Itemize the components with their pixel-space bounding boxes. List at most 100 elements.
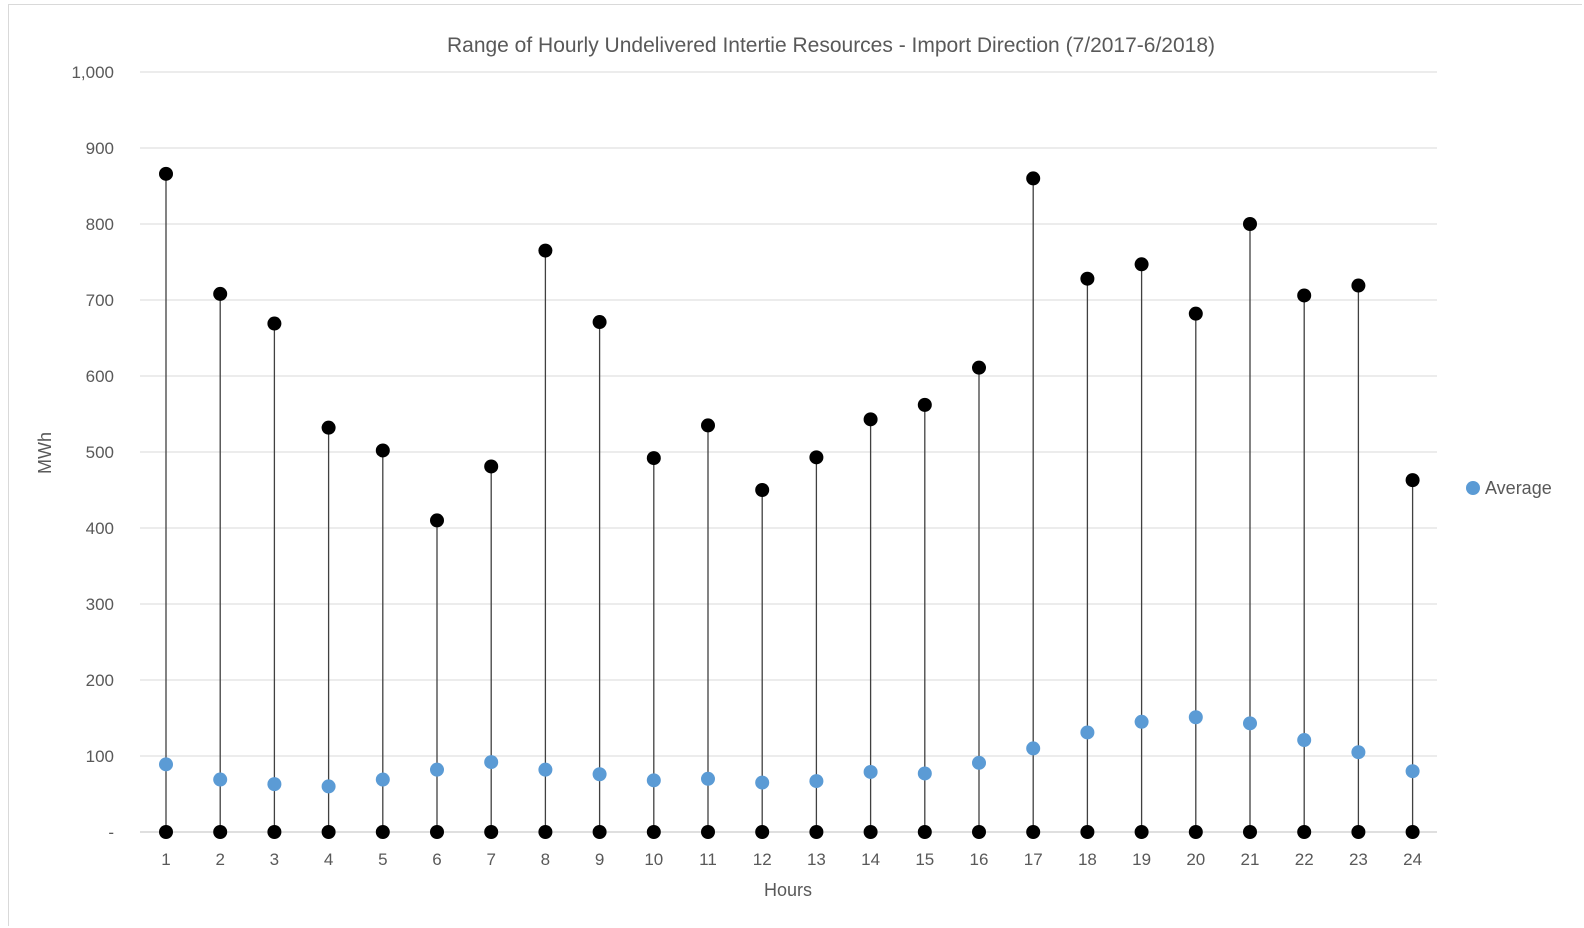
y-tick-label: 700 bbox=[86, 291, 114, 310]
max-point bbox=[267, 316, 282, 331]
min-point bbox=[213, 825, 228, 839]
min-point bbox=[917, 825, 932, 839]
max-point bbox=[917, 397, 932, 412]
min-point bbox=[701, 825, 715, 839]
average-point bbox=[1243, 716, 1257, 731]
y-tick-label: 100 bbox=[86, 747, 114, 766]
legend-marker-average bbox=[1466, 481, 1480, 495]
max-point bbox=[1134, 257, 1149, 272]
min-point bbox=[321, 825, 336, 839]
x-tick-label: 7 bbox=[486, 850, 495, 869]
min-point bbox=[430, 825, 444, 839]
x-tick-label: 18 bbox=[1078, 850, 1097, 869]
min-point bbox=[1243, 825, 1257, 839]
average-point bbox=[1351, 745, 1366, 760]
chart-area bbox=[8, 4, 1582, 926]
average-point bbox=[917, 766, 932, 781]
range-lines bbox=[165, 173, 1414, 832]
min-point bbox=[592, 825, 607, 839]
x-tick-label: 6 bbox=[432, 850, 441, 869]
y-tick-label: - bbox=[108, 823, 114, 842]
min-point bbox=[755, 825, 770, 839]
average-point bbox=[267, 777, 282, 792]
y-tick-label: 500 bbox=[86, 443, 114, 462]
min-point bbox=[863, 825, 878, 839]
min-point bbox=[1297, 825, 1312, 839]
min-point bbox=[1026, 825, 1041, 839]
min-point bbox=[1405, 825, 1420, 839]
y-tick-label: 900 bbox=[86, 139, 114, 158]
average-point bbox=[646, 773, 661, 788]
max-point bbox=[1026, 171, 1041, 186]
y-axis-ticks: - 100 200 300 400 500 600 700 800 900 1,000 bbox=[71, 63, 114, 842]
x-tick-label: 12 bbox=[753, 850, 772, 869]
max-point bbox=[1405, 473, 1420, 488]
min-point bbox=[1134, 825, 1149, 839]
max-point bbox=[484, 459, 499, 474]
x-tick-label: 2 bbox=[215, 850, 224, 869]
average-point bbox=[1297, 733, 1312, 748]
y-tick-label: 1,000 bbox=[71, 63, 114, 82]
x-tick-label: 1 bbox=[161, 850, 170, 869]
min-point bbox=[809, 825, 824, 839]
average-point bbox=[1188, 710, 1203, 725]
x-tick-label: 11 bbox=[699, 850, 717, 869]
min-point bbox=[646, 825, 661, 839]
x-axis-ticks: 1 2 3 4 5 6 7 8 9 10 11 12 13 14 15 16 17 18 19 20 21 22 23 24 bbox=[161, 832, 1422, 869]
x-axis-title: Hours bbox=[764, 880, 812, 900]
x-tick-label: 23 bbox=[1349, 850, 1368, 869]
x-tick-label: 15 bbox=[915, 850, 934, 869]
average-point bbox=[1134, 714, 1149, 729]
x-tick-label: 3 bbox=[270, 850, 279, 869]
average-point bbox=[1405, 764, 1420, 779]
y-tick-label: 800 bbox=[86, 215, 114, 234]
legend: Average bbox=[1466, 478, 1552, 498]
min-point bbox=[972, 825, 986, 839]
average-point bbox=[430, 762, 444, 777]
min-point bbox=[538, 825, 553, 839]
average-point bbox=[213, 772, 228, 787]
max-point bbox=[538, 243, 553, 258]
min-point bbox=[1351, 825, 1366, 839]
average-point bbox=[1026, 741, 1041, 756]
x-tick-label: 16 bbox=[970, 850, 989, 869]
min-point bbox=[267, 825, 282, 839]
x-tick-label: 8 bbox=[541, 850, 550, 869]
max-point bbox=[375, 443, 390, 458]
max-point bbox=[1188, 306, 1203, 321]
average-point bbox=[701, 771, 715, 786]
max-point bbox=[1080, 271, 1095, 286]
data-points bbox=[159, 166, 1420, 839]
average-point bbox=[538, 762, 553, 777]
average-point bbox=[592, 767, 607, 782]
y-tick-label: 400 bbox=[86, 519, 114, 538]
chart-title: Range of Hourly Undelivered Intertie Res… bbox=[447, 34, 1215, 57]
x-tick-label: 5 bbox=[378, 850, 387, 869]
legend-label-average: Average bbox=[1485, 478, 1552, 498]
x-tick-label: 9 bbox=[595, 850, 604, 869]
x-tick-label: 21 bbox=[1241, 850, 1260, 869]
max-point bbox=[972, 360, 986, 375]
x-tick-label: 10 bbox=[644, 850, 663, 869]
x-tick-label: 22 bbox=[1295, 850, 1314, 869]
x-tick-label: 14 bbox=[861, 850, 880, 869]
x-tick-label: 13 bbox=[807, 850, 826, 869]
x-tick-label: 19 bbox=[1132, 850, 1151, 869]
x-tick-label: 17 bbox=[1024, 850, 1043, 869]
min-point bbox=[375, 825, 390, 839]
min-point bbox=[484, 825, 499, 839]
max-point bbox=[1297, 288, 1312, 303]
average-point bbox=[375, 772, 390, 787]
average-point bbox=[484, 755, 499, 770]
max-point bbox=[430, 513, 444, 528]
y-tick-label: 200 bbox=[86, 671, 114, 690]
average-point bbox=[863, 764, 878, 779]
y-tick-label: 300 bbox=[86, 595, 114, 614]
x-tick-label: 20 bbox=[1186, 850, 1205, 869]
average-point bbox=[809, 774, 824, 789]
average-point bbox=[755, 775, 770, 790]
max-point bbox=[1243, 217, 1257, 231]
min-point bbox=[1080, 825, 1095, 839]
average-point bbox=[1080, 725, 1095, 740]
average-point bbox=[321, 779, 336, 794]
